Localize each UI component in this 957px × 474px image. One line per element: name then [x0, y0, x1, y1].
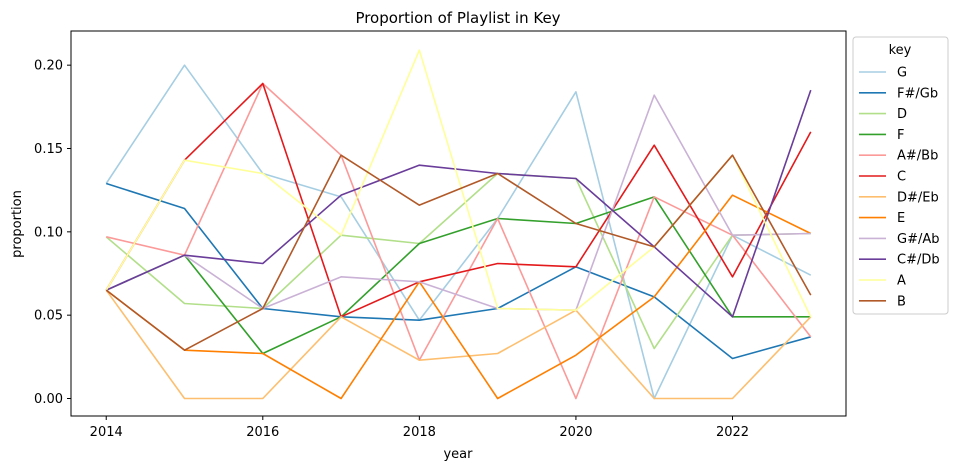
- y-tick-label: 0.10: [34, 225, 63, 240]
- x-tick-label: 2022: [716, 425, 749, 440]
- plot-lines: [105, 49, 812, 400]
- x-axis: 2014 2016 2018 2020 2022: [90, 416, 749, 440]
- legend-item-label: G: [897, 66, 907, 81]
- series-line-8: [105, 94, 811, 311]
- legend: key G F#/Gb DF A#/Bb C D#/Eb E G#/Ab C#/Db AB: [852, 36, 949, 315]
- plot-frame: [70, 30, 847, 417]
- series-line-9: [105, 89, 812, 318]
- series-line-0: [105, 64, 812, 400]
- x-tick-label: 2016: [246, 425, 279, 440]
- legend-item-label: E: [897, 211, 905, 226]
- legend-item-label: G#/Ab: [897, 232, 940, 247]
- legend-item-label: C#/Db: [897, 253, 940, 268]
- legend-item-label: F: [897, 128, 904, 143]
- y-tick-label: 0.20: [34, 59, 63, 74]
- x-axis-label: year: [443, 447, 473, 462]
- series-line-1: [105, 182, 811, 360]
- series-line-2: [105, 172, 811, 350]
- y-tick-label: 0.15: [34, 142, 63, 157]
- x-tick-label: 2020: [559, 425, 592, 440]
- legend-item-label: A#/Bb: [897, 149, 938, 164]
- legend-frame: [852, 36, 949, 315]
- x-tick-label: 2018: [403, 425, 436, 440]
- y-axis-label: proportion: [10, 190, 25, 258]
- legend-item-label: D#/Eb: [897, 190, 939, 205]
- y-tick-label: 0.05: [34, 309, 63, 324]
- legend-item-label: C: [897, 170, 906, 185]
- y-axis: 0.00 0.05 0.10 0.15 0.20: [34, 59, 71, 407]
- x-tick-label: 2014: [90, 425, 123, 440]
- series-line-5: [105, 82, 812, 318]
- legend-title: key: [889, 43, 912, 58]
- legend-item-label: F#/Gb: [897, 86, 938, 101]
- chart-title: Proportion of Playlist in Key: [355, 9, 560, 27]
- series-line-4: [106, 82, 812, 400]
- legend-items: G F#/Gb DF A#/Bb C D#/Eb E G#/Ab C#/Db AB: [859, 66, 940, 309]
- series-line-11: [105, 154, 812, 351]
- y-tick-label: 0.00: [34, 392, 63, 407]
- series-line-3: [105, 196, 811, 355]
- legend-item-label: D: [897, 107, 907, 122]
- legend-item-label: B: [897, 294, 906, 309]
- series-line-7: [105, 194, 812, 400]
- legend-item-label: A: [897, 274, 906, 289]
- series-line-10: [105, 49, 812, 318]
- series-line-6: [105, 289, 812, 400]
